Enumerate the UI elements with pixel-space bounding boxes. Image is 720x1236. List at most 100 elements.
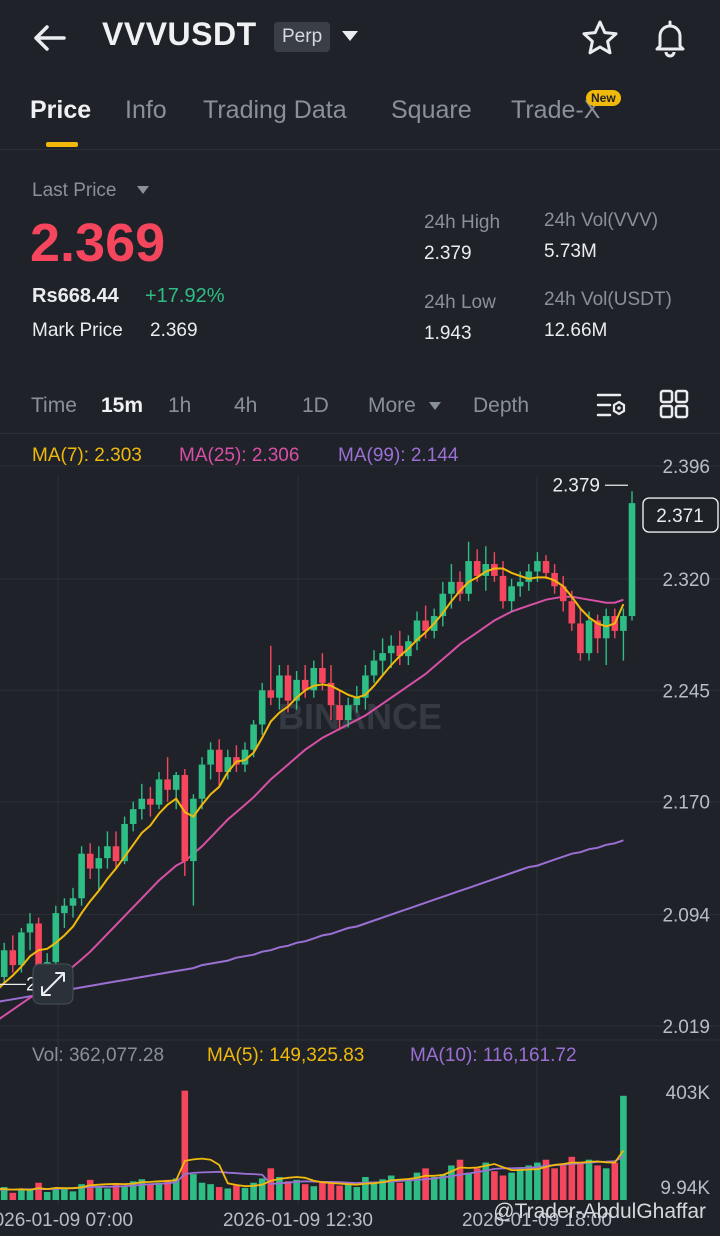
candle-body <box>276 675 283 698</box>
expand-icon[interactable] <box>32 963 74 1005</box>
ma99-legend: MA(99): 2.144 <box>338 445 459 466</box>
ma25-line <box>0 595 624 1020</box>
candle-body <box>319 668 326 683</box>
candle-body <box>379 653 386 661</box>
candle <box>86 843 94 879</box>
candle-body <box>413 620 421 642</box>
volume-bar <box>413 1172 421 1200</box>
volume-tick-label: 9.94K <box>660 1178 710 1199</box>
last-price: 2.369 <box>30 213 166 273</box>
volume-bar <box>542 1159 550 1200</box>
price-axis: 2.396 2.320 2.245 2.170 2.094 2.019 <box>662 457 710 1038</box>
bell-icon[interactable] <box>650 18 690 58</box>
candle <box>276 665 283 710</box>
volume-bar <box>241 1187 249 1200</box>
price-change-percent: +17.92% <box>145 285 225 307</box>
candle <box>362 665 369 710</box>
volume-bar <box>611 1162 619 1200</box>
volume-bar <box>456 1159 464 1200</box>
caret-down-icon[interactable] <box>136 185 150 195</box>
candle <box>61 898 68 928</box>
tab-trade-x[interactable]: Trade-X <box>511 96 601 124</box>
candle-body <box>224 757 232 772</box>
volume-ma10-legend: MA(10): 116,161.72 <box>410 1045 577 1066</box>
star-icon[interactable] <box>580 18 620 58</box>
candle-body <box>499 575 507 602</box>
interval-1h[interactable]: 1h <box>168 394 192 417</box>
interval-time[interactable]: Time <box>31 394 77 417</box>
candle <box>577 608 584 661</box>
interval-depth[interactable]: Depth <box>473 394 530 417</box>
chart-settings-icon[interactable] <box>596 390 628 420</box>
vol-quote-label: 24h Vol(USDT) <box>544 289 672 310</box>
candle-body <box>18 932 25 966</box>
candle-body <box>69 898 77 906</box>
low-24h-value: 1.943 <box>424 323 472 344</box>
candlestick-chart[interactable]: MA(7): 2.303 MA(25): 2.306 MA(99): 2.144… <box>0 434 720 1236</box>
layout-grid-icon[interactable] <box>658 388 690 420</box>
volume-bar <box>9 1192 17 1200</box>
candle-body <box>258 690 266 725</box>
volume-bar <box>465 1172 472 1200</box>
candle <box>628 491 636 621</box>
candle <box>215 739 223 787</box>
candle-body <box>482 564 490 576</box>
candle-body <box>0 950 8 977</box>
candle-body <box>585 620 593 654</box>
candle <box>172 771 180 810</box>
volume-bar <box>172 1178 180 1200</box>
volume-bar <box>370 1182 378 1200</box>
last-price-label[interactable]: Last Price <box>32 180 117 201</box>
volume-bar <box>43 1191 51 1200</box>
volume-ma5-legend: MA(5): 149,325.83 <box>207 1045 364 1066</box>
interval-15m[interactable]: 15m <box>101 394 144 417</box>
candle-body <box>594 620 601 639</box>
candle <box>387 635 395 669</box>
candle <box>155 771 163 810</box>
volume-bar <box>155 1182 163 1200</box>
candle-body <box>362 675 369 698</box>
volume-bar <box>215 1187 223 1200</box>
volume-bar <box>181 1090 189 1200</box>
volume-bar <box>585 1159 593 1200</box>
interval-4h[interactable]: 4h <box>234 394 258 417</box>
time-tick-label: 2026-01-09 18:00 <box>462 1210 612 1231</box>
candle-body <box>370 660 378 676</box>
candle <box>258 682 266 735</box>
volume-bar <box>422 1168 429 1200</box>
candle-body <box>190 798 197 862</box>
tab-info[interactable]: Info <box>125 96 167 124</box>
volume-bar <box>336 1185 343 1200</box>
interval-more[interactable]: More <box>368 394 416 417</box>
volume-legend: Vol: 362,077.28 <box>32 1045 164 1066</box>
candle-body <box>542 561 550 573</box>
candle-body <box>396 645 404 657</box>
candle <box>52 905 60 969</box>
tab-square[interactable]: Square <box>391 96 472 124</box>
back-arrow-icon[interactable] <box>30 20 70 56</box>
current-price-tag <box>642 497 719 533</box>
ticker-panel: Last Price 2.369 Rs668.44 +17.92% Mark P… <box>0 150 720 370</box>
volume-bar <box>516 1168 524 1200</box>
candle-body <box>241 749 249 765</box>
candle-body <box>112 846 120 862</box>
volume-bar <box>18 1188 25 1200</box>
ma7-polyline <box>0 567 625 989</box>
volume-bar <box>69 1191 77 1200</box>
candle-body <box>121 823 128 862</box>
volume-bar <box>26 1189 34 1200</box>
volume-bar <box>190 1174 197 1200</box>
interval-1d[interactable]: 1D <box>302 394 329 417</box>
volume-bar <box>112 1183 120 1200</box>
tab-price[interactable]: Price <box>30 96 92 124</box>
pair-title[interactable]: VVVUSDT <box>102 16 257 52</box>
chevron-down-icon[interactable] <box>340 29 360 43</box>
tab-trading-data[interactable]: Trading Data <box>203 96 347 124</box>
price-tick-label: 2.245 <box>662 681 710 702</box>
candle-body <box>439 593 447 617</box>
candles <box>0 491 636 983</box>
volume-bar <box>439 1174 447 1200</box>
volume-bar <box>577 1162 584 1200</box>
caret-down-icon[interactable] <box>428 401 442 411</box>
candle <box>413 611 421 651</box>
